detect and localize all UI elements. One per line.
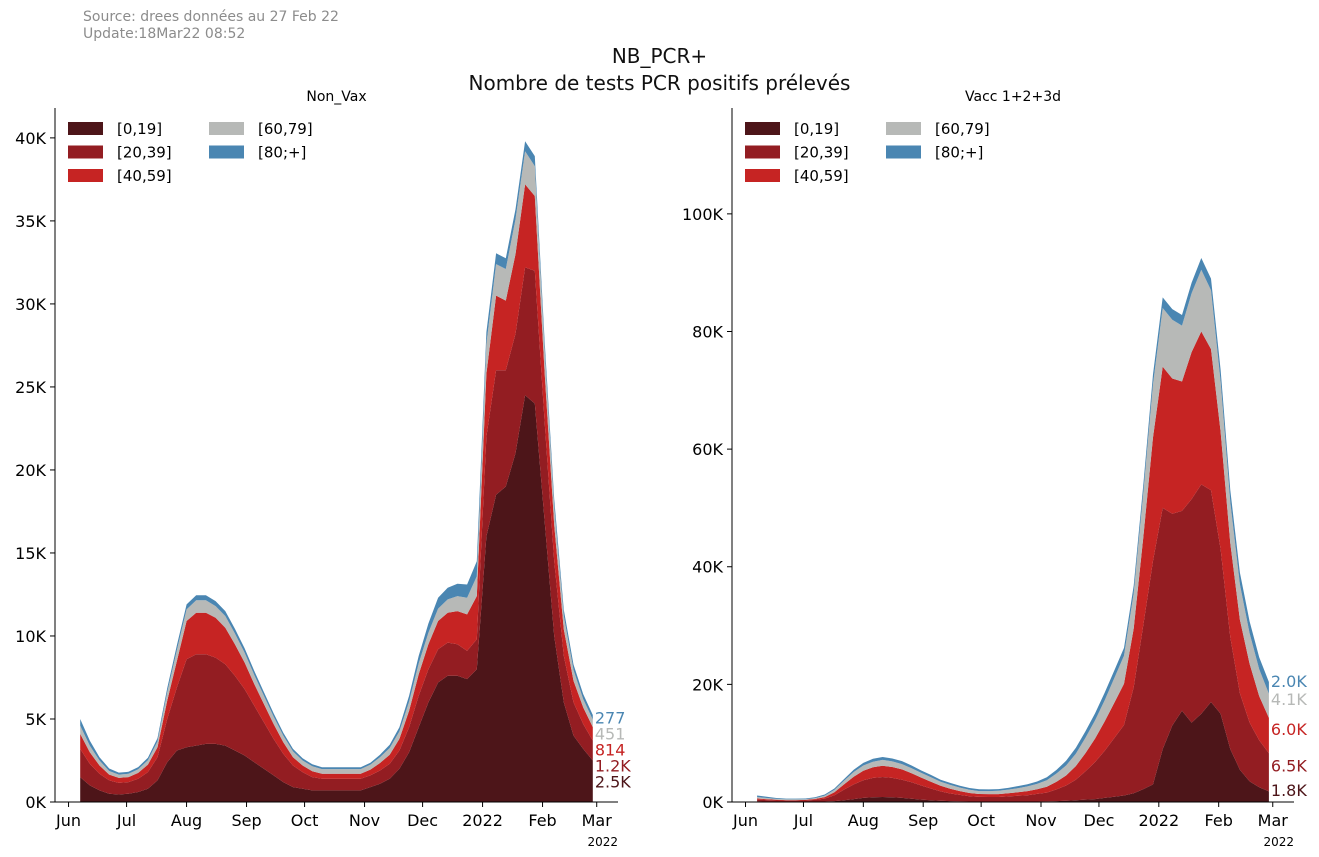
x-tick-label: Jun [732,811,758,830]
legend-swatch [745,122,780,135]
legend-label: [60,79] [935,120,990,138]
legend-swatch [886,145,921,159]
chart-panel-2: 0K 20K 40K 60K 80K 100K Jun Jul Aug Sep Oct Nov Dec 2… [682,89,1307,849]
legend-swatch [209,122,244,135]
end-value-label: 2.5K [595,772,631,791]
y-tick-label: 40K [15,129,46,148]
legend-swatch [68,169,103,182]
legend-label: [40,59] [117,167,172,185]
x-tick-label: Nov [1025,811,1056,830]
area-series-2 [80,267,593,795]
x-tick-label: Jul [116,811,136,830]
y-tick-label: 100K [682,205,724,224]
x-tick-label: Jul [793,811,813,830]
x-tick-label: Oct [967,811,995,830]
x-tick-label: Dec [407,811,438,830]
end-value-label: 277 [595,708,626,727]
y-tick-label: 10K [15,627,46,646]
panel-title: Vacc 1+2+3d [965,89,1061,105]
legend-label: [20,39] [794,144,849,162]
end-value-label: 1.2K [595,756,631,775]
x-tick-label: Sep [231,811,261,830]
legend-label: [20,39] [117,144,172,162]
area-series-2 [757,484,1269,802]
y-tick-label: 20K [15,461,46,480]
legend: [0,19] [20,39] [40,59] [60,79] [80;+] [68,120,313,185]
panel-title: Non_Vax [306,89,366,105]
end-value-label: 6.5K [1271,757,1307,776]
x-corner-year-label: 2022 [587,835,618,849]
x-tick-label: Sep [908,811,938,830]
y-tick-label: 40K [692,558,723,577]
legend-label: [0,19] [117,120,162,138]
end-value-label: 4.1K [1271,690,1307,709]
x-tick-label: Feb [1205,811,1233,830]
area-series-1 [80,395,593,802]
source-text: Source: drees données au 27 Feb 22 [83,9,339,25]
x-tick-label: Nov [349,811,380,830]
y-tick-label: 0K [702,793,723,812]
legend-swatch [745,145,780,159]
x-tick-label: Jun [55,811,81,830]
y-tick-label: 20K [692,675,723,694]
area-series-3 [80,184,593,783]
y-tick-label: 30K [15,295,46,314]
x-tick-label: Mar [582,811,613,830]
area-series-1 [757,702,1269,802]
legend-swatch [68,122,103,135]
x-corner-year-label: 2022 [1263,835,1294,849]
x-tick-label: Oct [291,811,319,830]
legend-label: [80;+] [935,144,983,162]
y-tick-label: 35K [15,212,46,231]
legend: [0,19] [20,39] [40,59] [60,79] [80;+] [745,120,990,185]
y-tick-label: 60K [692,440,723,459]
end-value-label: 814 [595,740,626,759]
update-text: Update:18Mar22 08:52 [83,26,246,42]
y-tick-label: 5K [25,710,46,729]
y-tick-label: 0K [25,793,46,812]
x-tick-label: 2022 [1138,811,1179,830]
y-tick-label: 25K [15,378,46,397]
x-tick-label: Feb [528,811,556,830]
x-tick-label: Aug [848,811,879,830]
legend-swatch [745,169,780,182]
legend-swatch [886,122,921,135]
legend-swatch [68,145,103,159]
legend-label: [40,59] [794,167,849,185]
legend-swatch [209,145,244,159]
legend-label: [0,19] [794,120,839,138]
figure-subtitle: Nombre de tests PCR positifs prélevés [468,71,851,95]
y-tick-label: 15K [15,544,46,563]
end-value-label: 2.0K [1271,672,1307,691]
x-tick-label: Aug [171,811,202,830]
end-value-label: 1.8K [1271,781,1307,800]
figure-title: NB_PCR+ [611,44,708,68]
x-tick-label: Mar [1258,811,1289,830]
chart-panel-1: 0K 5K 10K 15K 20K 25K 30K 35K 40K Jun Jul Aug Sep Oct… [15,89,631,849]
end-value-label: 6.0K [1271,720,1307,739]
legend-label: [60,79] [258,120,313,138]
end-value-label: 451 [595,724,626,743]
x-tick-label: 2022 [462,811,503,830]
legend-label: [80;+] [258,144,306,162]
y-tick-label: 80K [692,322,723,341]
x-tick-label: Dec [1083,811,1114,830]
